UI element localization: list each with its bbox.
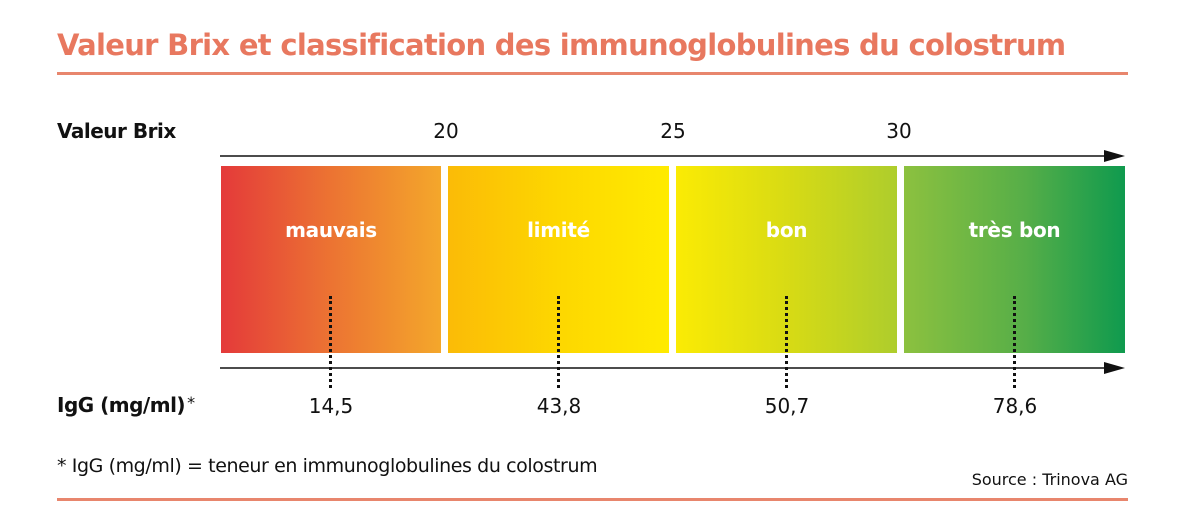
igg-marker-1	[329, 296, 332, 388]
brix-tick-30: 30	[886, 119, 912, 143]
igg-value-limite: 43,8	[536, 394, 582, 418]
band-label-limite: limité	[527, 218, 590, 242]
band-label-bon: bon	[765, 218, 808, 242]
source-credit: Source : Trinova AG	[971, 470, 1128, 489]
igg-axis-arrow	[220, 362, 1125, 374]
igg-value-mauvais: 14,5	[308, 394, 354, 418]
band-label-tres-bon: très bon	[968, 218, 1061, 242]
igg-marker-3	[785, 296, 788, 388]
igg-footnote-marker: *	[187, 393, 195, 412]
igg-marker-2	[557, 296, 560, 388]
band-label-mauvais: mauvais	[285, 218, 377, 242]
brix-axis-label: Valeur Brix	[57, 119, 176, 143]
igg-value-tres-bon: 78,6	[992, 394, 1038, 418]
igg-label-text: IgG (mg/ml)	[57, 393, 186, 417]
igg-marker-4	[1013, 296, 1016, 388]
band-mauvais: mauvais	[221, 166, 441, 353]
igg-value-bon: 50,7	[764, 394, 810, 418]
bottom-rule	[57, 498, 1128, 501]
footnote: * IgG (mg/ml) = teneur en immunoglobulin…	[57, 455, 598, 477]
title-rule	[57, 72, 1128, 75]
brix-tick-20: 20	[433, 119, 459, 143]
chart-title: Valeur Brix et classification des immuno…	[57, 28, 1066, 62]
brix-tick-25: 25	[660, 119, 686, 143]
brix-axis-arrow	[220, 150, 1125, 162]
igg-axis-label: IgG (mg/ml) *	[57, 393, 195, 417]
